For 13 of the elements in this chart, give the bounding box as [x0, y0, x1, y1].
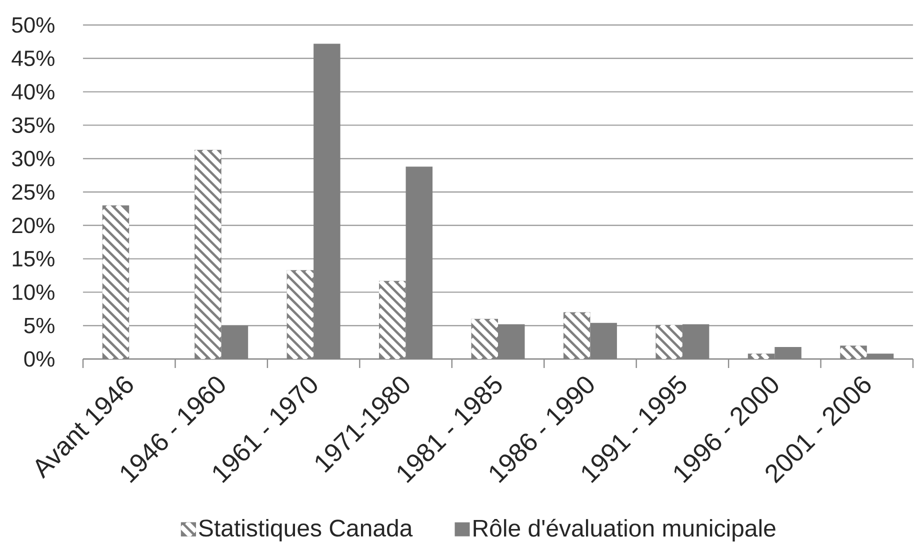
y-tick-label: 15%: [12, 251, 54, 267]
y-tick-label: 5%: [24, 318, 54, 334]
y-tick-label: 20%: [12, 218, 54, 234]
y-tick-label: 0%: [24, 351, 54, 367]
y-tick-label: 50%: [12, 17, 54, 33]
y-tick-label: 25%: [12, 184, 54, 200]
legend-label: Statistiques Canada: [199, 518, 413, 542]
y-tick-label: 10%: [12, 284, 54, 300]
y-tick-label: 30%: [12, 150, 54, 166]
y-tick-label: 35%: [12, 117, 54, 133]
y-tick-label: 40%: [12, 84, 54, 100]
legend-label: Rôle d'évaluation municipale: [474, 518, 776, 542]
y-tick-label: 45%: [12, 50, 54, 66]
